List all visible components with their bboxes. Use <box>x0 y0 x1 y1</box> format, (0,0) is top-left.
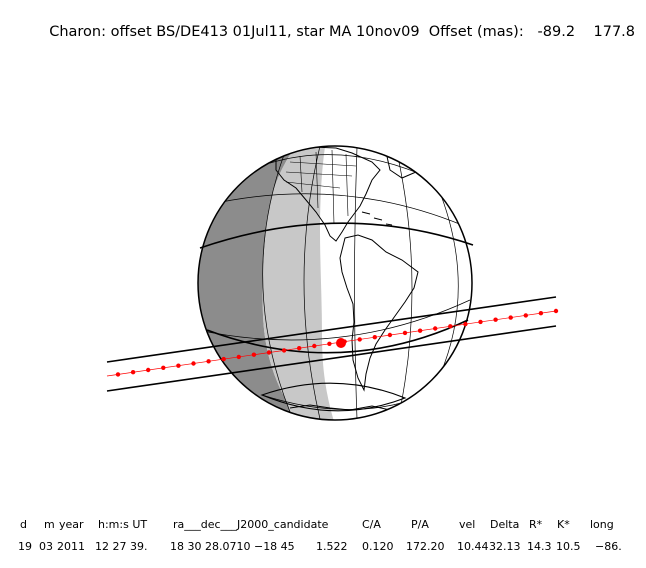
col-header-radec: ra___dec___J2000_candidate <box>173 518 329 531</box>
track-dot <box>523 313 528 318</box>
track-dot <box>478 319 483 325</box>
track-dot <box>297 346 302 351</box>
terminator-ellipse-front <box>199 222 474 249</box>
track-dot <box>417 328 423 333</box>
track-dot <box>236 354 241 360</box>
track-dot <box>312 343 317 349</box>
col-header-kstar: K* <box>557 518 570 531</box>
star-label: star MA 10nov09 <box>296 24 420 40</box>
track-dot <box>508 315 513 320</box>
offset-ra-value: -89.2 <box>537 24 576 40</box>
track-dot <box>221 356 226 362</box>
track-dot <box>372 335 377 340</box>
track-dot <box>493 317 498 322</box>
value-year: 2011 <box>57 540 85 553</box>
track-dot <box>176 363 181 368</box>
col-header-ca: C/A <box>362 518 381 531</box>
value-vel: 10.44 <box>457 540 489 553</box>
us-state-lines <box>285 149 357 225</box>
target-name: Charon: <box>49 24 107 40</box>
track-dot <box>463 321 468 327</box>
track-dot <box>251 352 257 357</box>
track-dot <box>553 308 559 314</box>
shadow-track <box>106 296 559 392</box>
value-delta: 32.13 <box>489 540 521 553</box>
value-ca: 0.120 <box>362 540 394 553</box>
globe-outline <box>197 145 473 421</box>
caribbean-islands <box>361 211 393 226</box>
col-header-month: m <box>44 518 55 531</box>
offset-mas-label: Offset (mas): <box>428 24 524 40</box>
track-dot <box>448 324 453 329</box>
twilight-region <box>262 146 335 420</box>
value-long: −86. <box>595 540 622 553</box>
value-distance: 1.522 <box>316 540 348 553</box>
closest-approach-point <box>336 338 346 348</box>
value-month: 03 <box>39 540 53 553</box>
col-header-rstar: R* <box>529 518 543 531</box>
table-value-row: 19 03 2011 12 27 39. 18 30 28.0710 −18 4… <box>0 540 646 556</box>
offset-dec-value: 177.8 <box>593 24 636 40</box>
col-header-year: year <box>59 518 84 531</box>
value-kstar: 10.5 <box>556 540 581 553</box>
value-radec: 18 30 28.0710 −18 45 <box>170 540 295 553</box>
value-time: 12 27 39. <box>95 540 148 553</box>
track-dot <box>433 326 438 331</box>
track-dot <box>146 367 151 373</box>
track-dot <box>538 311 544 316</box>
track-dot <box>266 350 272 355</box>
col-header-pa: P/A <box>411 518 429 531</box>
track-dot <box>402 330 408 336</box>
shadow-limit-north <box>106 296 557 363</box>
north-america-outline <box>275 146 381 242</box>
value-day: 19 <box>18 540 32 553</box>
table-header-row: d m year h:m:s UT ra___dec___J2000_candi… <box>0 518 646 534</box>
polar-cap-ellipse <box>260 382 407 412</box>
track-dot <box>281 348 287 353</box>
track-dot <box>357 337 362 342</box>
south-america-outline <box>339 234 419 392</box>
terminator-ellipse-back <box>206 319 469 354</box>
col-header-day: d <box>20 518 27 531</box>
value-pa: 172.20 <box>406 540 445 553</box>
offset-label: offset BS/DE413 01Jul11, <box>110 24 292 40</box>
track-dot <box>327 341 332 346</box>
track-dot <box>161 365 166 370</box>
header-title: Charon: offset BS/DE413 01Jul11, star MA… <box>40 8 635 40</box>
col-header-long: long <box>590 518 614 531</box>
value-rstar: 14.3 <box>527 540 552 553</box>
col-header-vel: vel <box>459 518 476 531</box>
col-header-time: h:m:s UT <box>98 518 148 531</box>
shadow-limit-south <box>106 325 557 392</box>
track-dot <box>387 332 393 338</box>
track-dot <box>191 361 196 366</box>
track-dot <box>115 372 121 377</box>
track-dot <box>206 359 211 364</box>
track-dot <box>130 370 136 375</box>
globe <box>197 145 474 421</box>
col-header-delta: Delta <box>490 518 520 531</box>
